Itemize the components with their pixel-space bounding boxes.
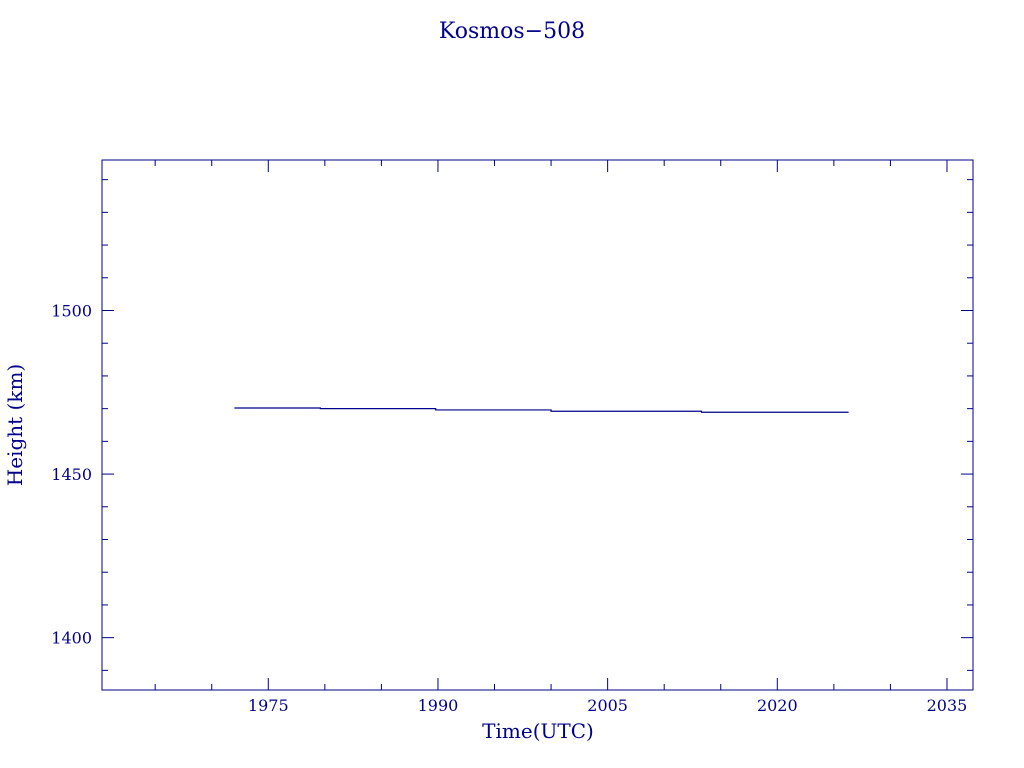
axis-ticks: [102, 160, 973, 690]
x-tick-label: 1990: [418, 696, 459, 715]
y-tick-label: 1450: [51, 465, 92, 484]
y-tick-label: 1400: [51, 629, 92, 648]
series-layer: [234, 407, 849, 413]
y-axis-label: Height (km): [3, 364, 27, 486]
chart-title: Kosmos−508: [439, 19, 585, 44]
x-tick-label: 2020: [757, 696, 798, 715]
y-tick-label: 1500: [51, 301, 92, 320]
height-series-line: [234, 407, 849, 413]
tick-labels: 1975 1990 2005 2020 2035 1400 1450 1500: [51, 301, 967, 715]
x-axis-label: Time(UTC): [482, 719, 594, 743]
plot-frame: [101, 159, 974, 691]
x-tick-label: 2035: [927, 696, 968, 715]
x-tick-label: 2005: [587, 696, 628, 715]
x-tick-label: 1975: [248, 696, 289, 715]
